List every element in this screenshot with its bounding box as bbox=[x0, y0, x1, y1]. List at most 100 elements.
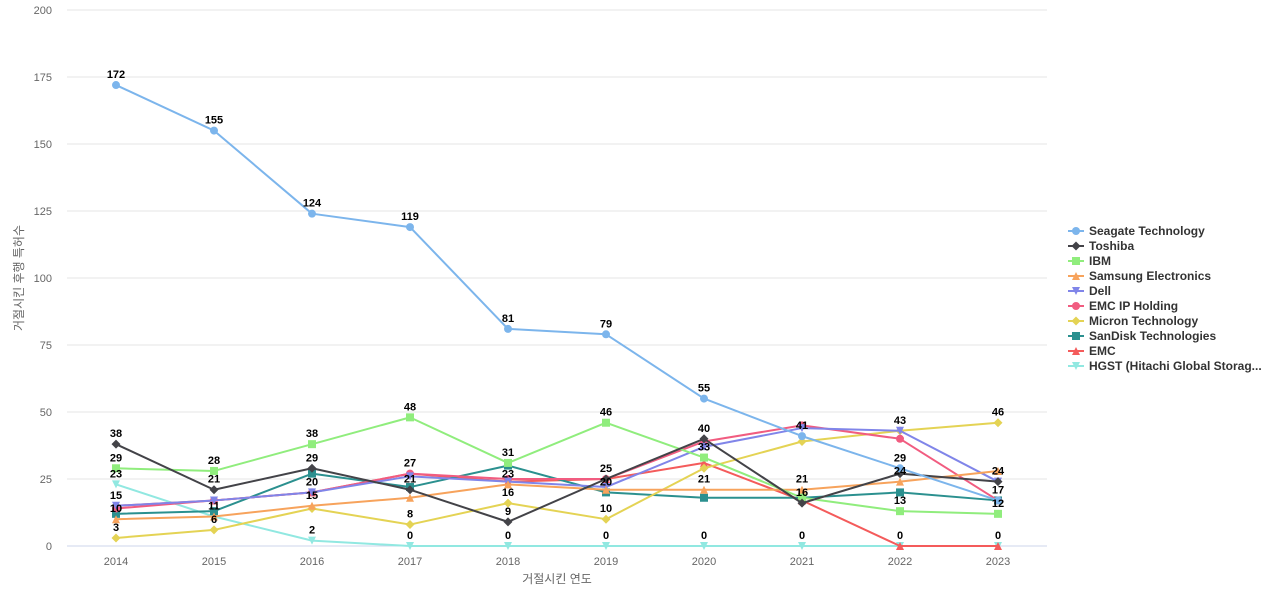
legend-marker[interactable] bbox=[1071, 241, 1081, 251]
legend-marker[interactable] bbox=[1072, 362, 1080, 370]
data-point[interactable] bbox=[308, 209, 316, 218]
data-point[interactable] bbox=[406, 472, 414, 481]
legend-marker[interactable] bbox=[1072, 227, 1080, 235]
data-point[interactable] bbox=[504, 480, 512, 489]
data-point[interactable] bbox=[112, 81, 120, 90]
data-point[interactable] bbox=[797, 498, 807, 508]
data-point[interactable] bbox=[896, 464, 904, 473]
data-point[interactable] bbox=[504, 458, 512, 467]
legend-item[interactable]: EMC IP Holding bbox=[1068, 299, 1178, 313]
legend-item[interactable]: Micron Technology bbox=[1068, 314, 1198, 328]
data-point[interactable] bbox=[700, 542, 708, 550]
legend-item[interactable]: Samsung Electronics bbox=[1068, 269, 1211, 283]
data-point[interactable] bbox=[601, 474, 611, 484]
data-point[interactable] bbox=[405, 485, 415, 495]
series-line[interactable] bbox=[115, 483, 998, 547]
data-point[interactable] bbox=[700, 458, 708, 467]
data-point[interactable] bbox=[994, 542, 1002, 550]
data-point[interactable] bbox=[994, 466, 1002, 475]
data-point[interactable] bbox=[602, 485, 610, 494]
data-point[interactable] bbox=[210, 512, 218, 521]
data-point[interactable] bbox=[504, 542, 512, 550]
data-point[interactable] bbox=[308, 501, 316, 510]
legend-marker[interactable] bbox=[1072, 272, 1080, 280]
series-line[interactable] bbox=[115, 424, 999, 510]
data-point[interactable] bbox=[112, 509, 120, 518]
legend-item[interactable]: Toshiba bbox=[1068, 239, 1134, 253]
data-point[interactable] bbox=[503, 517, 513, 527]
data-point[interactable] bbox=[602, 418, 610, 427]
data-point[interactable] bbox=[700, 453, 708, 462]
legend-item[interactable]: IBM bbox=[1068, 254, 1111, 268]
data-point[interactable] bbox=[112, 515, 120, 524]
series-line[interactable] bbox=[115, 437, 999, 523]
data-point[interactable] bbox=[993, 477, 1003, 487]
data-point[interactable] bbox=[406, 413, 414, 422]
data-point[interactable] bbox=[798, 432, 806, 441]
data-point[interactable] bbox=[601, 514, 611, 524]
data-point[interactable] bbox=[210, 126, 218, 135]
data-point[interactable] bbox=[405, 520, 415, 530]
legend-item[interactable]: Dell bbox=[1068, 284, 1111, 298]
data-point[interactable] bbox=[700, 493, 708, 502]
data-point[interactable] bbox=[700, 442, 708, 451]
data-point[interactable] bbox=[798, 542, 806, 550]
legend-item[interactable]: Seagate Technology bbox=[1068, 224, 1205, 238]
data-point[interactable] bbox=[896, 542, 904, 550]
series-line[interactable] bbox=[115, 416, 999, 515]
data-point[interactable] bbox=[209, 485, 219, 495]
data-point[interactable] bbox=[700, 485, 708, 494]
data-point[interactable] bbox=[896, 477, 904, 486]
data-point[interactable] bbox=[111, 439, 121, 449]
data-point[interactable] bbox=[308, 469, 316, 478]
data-point[interactable] bbox=[699, 434, 709, 444]
legend-marker[interactable] bbox=[1072, 332, 1080, 340]
data-point[interactable] bbox=[210, 466, 218, 475]
data-point[interactable] bbox=[111, 533, 121, 543]
data-point[interactable] bbox=[700, 394, 708, 403]
data-point[interactable] bbox=[210, 496, 218, 505]
data-point[interactable] bbox=[406, 223, 414, 232]
data-point[interactable] bbox=[307, 463, 317, 473]
legend-marker[interactable] bbox=[1072, 257, 1080, 265]
data-point[interactable] bbox=[896, 434, 904, 443]
legend-item[interactable]: HGST (Hitachi Global Storag... bbox=[1068, 359, 1262, 373]
data-point[interactable] bbox=[994, 509, 1002, 518]
data-point[interactable] bbox=[993, 418, 1003, 428]
data-point[interactable] bbox=[112, 501, 120, 510]
data-point[interactable] bbox=[308, 440, 316, 449]
data-point[interactable] bbox=[406, 542, 414, 550]
series-line[interactable] bbox=[115, 421, 999, 539]
legend-item[interactable]: EMC bbox=[1068, 344, 1116, 358]
data-point[interactable] bbox=[602, 542, 610, 550]
data-point[interactable] bbox=[209, 525, 219, 535]
data-point[interactable] bbox=[308, 488, 316, 497]
data-point[interactable] bbox=[308, 536, 316, 545]
data-point[interactable] bbox=[699, 463, 709, 473]
series-line[interactable] bbox=[115, 84, 999, 502]
data-point[interactable] bbox=[406, 493, 414, 502]
legend-marker[interactable] bbox=[1072, 302, 1080, 310]
data-point[interactable] bbox=[798, 485, 806, 494]
data-point[interactable] bbox=[798, 424, 806, 433]
data-point[interactable] bbox=[112, 464, 120, 473]
data-point[interactable] bbox=[896, 426, 904, 435]
data-point[interactable] bbox=[994, 496, 1002, 505]
data-point[interactable] bbox=[210, 507, 218, 516]
data-point[interactable] bbox=[896, 488, 904, 497]
data-point[interactable] bbox=[602, 330, 610, 339]
data-point[interactable] bbox=[798, 493, 806, 502]
legend-marker[interactable] bbox=[1072, 347, 1080, 355]
legend-marker[interactable] bbox=[1072, 287, 1080, 295]
series-line[interactable] bbox=[115, 427, 999, 507]
series-line[interactable] bbox=[115, 469, 999, 521]
legend-marker[interactable] bbox=[1071, 316, 1081, 326]
legend-item[interactable]: SanDisk Technologies bbox=[1068, 329, 1216, 343]
data-point[interactable] bbox=[504, 324, 512, 333]
series-line[interactable] bbox=[115, 461, 998, 547]
data-point[interactable] bbox=[503, 498, 513, 508]
data-point[interactable] bbox=[896, 507, 904, 516]
data-point[interactable] bbox=[112, 480, 120, 489]
